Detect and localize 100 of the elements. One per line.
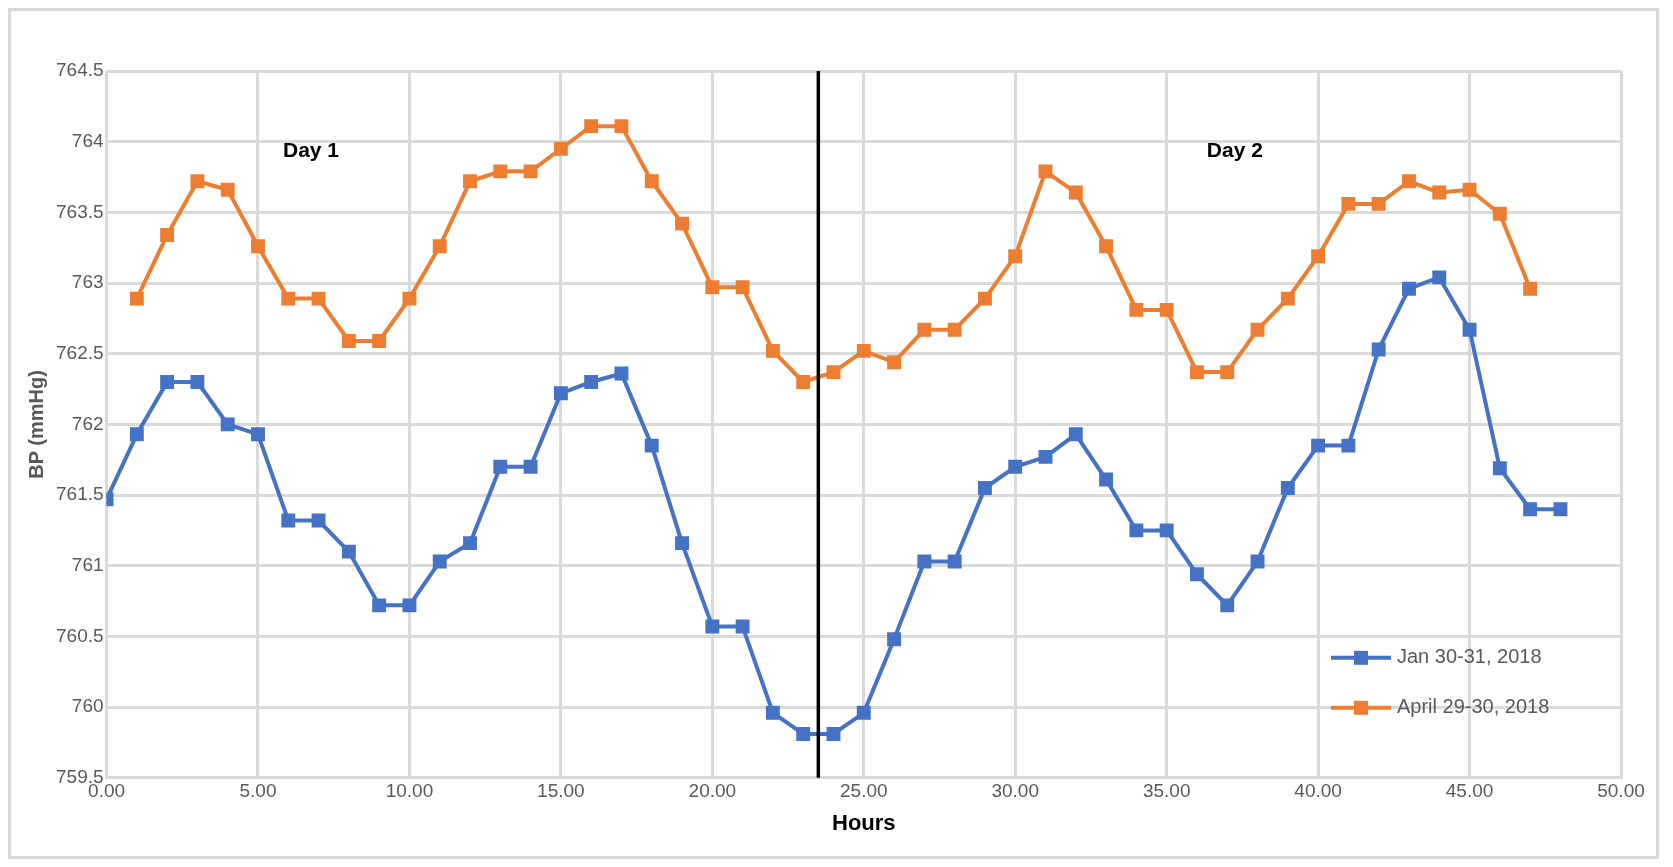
point [917, 554, 932, 569]
point [977, 481, 992, 495]
point [129, 291, 144, 306]
point [553, 141, 568, 156]
point [735, 619, 750, 634]
point [887, 632, 902, 647]
point [1402, 174, 1416, 189]
point [1371, 342, 1386, 357]
point [735, 280, 750, 295]
point [1462, 322, 1477, 337]
x-tick-label: 5.00 [239, 780, 277, 802]
point [1008, 249, 1023, 264]
point [856, 705, 871, 720]
legend-label: April 29-30, 2018 [1397, 695, 1550, 718]
y-tick-label: 761.5 [56, 483, 104, 505]
point [917, 322, 932, 337]
point [705, 619, 720, 634]
point [856, 343, 871, 358]
x-tick-label: 15.00 [537, 780, 585, 802]
point [1462, 182, 1477, 197]
point [1523, 281, 1538, 296]
point [463, 536, 477, 551]
point [493, 459, 508, 474]
point [190, 174, 205, 189]
point [1492, 206, 1507, 221]
point [1523, 502, 1538, 517]
point [1129, 523, 1144, 538]
annotation: Day 1 [282, 137, 340, 161]
point [675, 536, 689, 551]
point [160, 228, 175, 242]
point [1492, 461, 1507, 476]
point [977, 291, 992, 306]
point [675, 216, 689, 231]
point [614, 119, 629, 134]
point [644, 174, 659, 189]
y-tick-label: 761 [71, 553, 104, 575]
point [432, 554, 447, 569]
point [129, 427, 144, 442]
point [1432, 185, 1447, 200]
point [765, 705, 780, 720]
point [372, 598, 387, 613]
point [1190, 365, 1204, 380]
point [523, 459, 538, 474]
x-tick-label: 35.00 [1142, 780, 1191, 802]
x-tick-label: 10.00 [385, 780, 434, 802]
annotation: Day 2 [1206, 137, 1263, 161]
point [160, 375, 175, 389]
y-tick-label: 762 [71, 412, 104, 434]
point [705, 280, 720, 295]
point [1311, 249, 1326, 264]
x-tick-label: 50.00 [1597, 780, 1645, 802]
point [1099, 239, 1114, 254]
point [796, 375, 811, 389]
y-tick-label: 760.5 [56, 624, 104, 646]
point [1068, 185, 1083, 200]
point [1190, 567, 1204, 582]
point [1341, 196, 1356, 211]
point [1341, 438, 1356, 453]
point [1038, 449, 1053, 464]
point [1250, 322, 1265, 337]
point [947, 554, 962, 569]
y-tick-label: 764 [71, 129, 104, 151]
point [463, 174, 477, 189]
point [1402, 281, 1416, 296]
point [432, 239, 447, 254]
y-tick-label: 763.5 [56, 200, 104, 222]
point [281, 513, 296, 528]
point [281, 291, 296, 306]
point [1250, 554, 1265, 569]
x-tick-label: 20.00 [688, 780, 737, 802]
point [1038, 164, 1053, 179]
point [341, 544, 356, 559]
x-axis-title: Hours [831, 809, 896, 835]
point [251, 427, 265, 442]
point [887, 355, 902, 370]
point [251, 239, 265, 254]
point [402, 291, 417, 306]
y-tick-label: 764.5 [56, 59, 104, 81]
point [1220, 598, 1235, 613]
point [1068, 427, 1083, 442]
point [1099, 472, 1114, 487]
point [614, 366, 629, 381]
point [584, 375, 599, 389]
point [826, 727, 841, 741]
point [1311, 438, 1326, 453]
x-tick-label: 45.00 [1445, 780, 1494, 802]
point [644, 438, 659, 453]
point [1553, 502, 1568, 517]
point [190, 375, 205, 389]
point [220, 417, 235, 432]
x-tick-label: 40.00 [1294, 780, 1342, 802]
point [826, 365, 841, 380]
point [553, 386, 568, 401]
point [1371, 196, 1386, 211]
point [311, 513, 326, 528]
point [1280, 481, 1295, 495]
point [402, 598, 417, 613]
point [1008, 459, 1023, 474]
point [584, 119, 599, 134]
point [1220, 365, 1235, 380]
